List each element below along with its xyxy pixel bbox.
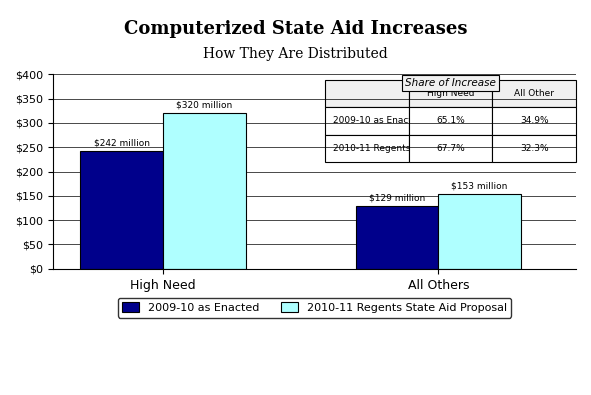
Text: $129 million: $129 million [369, 193, 425, 202]
Text: Computerized State Aid Increases: Computerized State Aid Increases [124, 20, 467, 38]
Bar [163, 113, 246, 269]
Text: $153 million: $153 million [452, 182, 508, 190]
Text: $320 million: $320 million [176, 100, 232, 109]
Bar [356, 206, 439, 269]
Bar [80, 151, 163, 269]
Text: How They Are Distributed: How They Are Distributed [203, 47, 388, 61]
Text: Share of Increase: Share of Increase [405, 78, 496, 88]
Bar [439, 194, 521, 269]
Legend: 2009-10 as Enacted, 2010-11 Regents State Aid Proposal: 2009-10 as Enacted, 2010-11 Regents Stat… [118, 298, 511, 318]
Text: $242 million: $242 million [94, 138, 150, 147]
